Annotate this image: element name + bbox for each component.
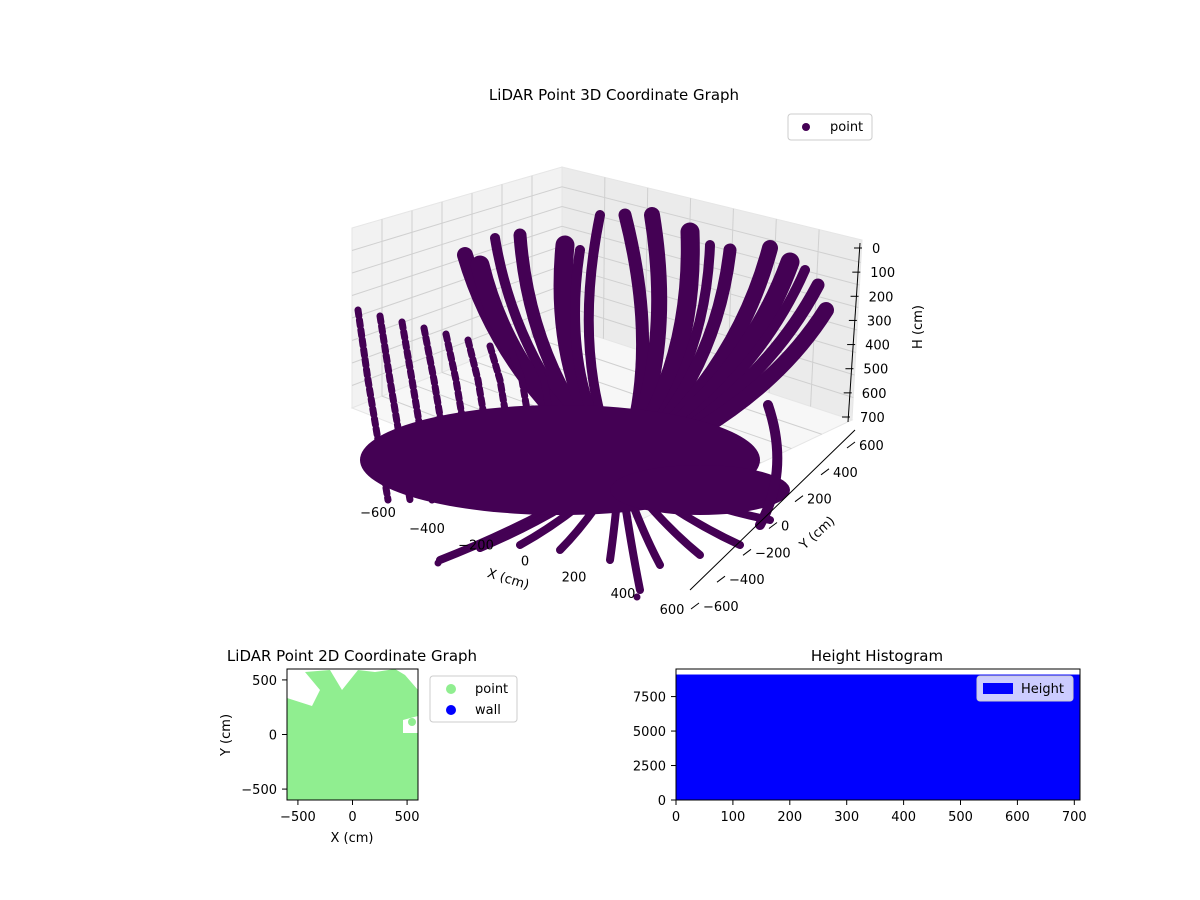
y-tick-label: 400 (833, 466, 858, 481)
ticks-3d: 01002003004005006007006004002000−200−400… (360, 242, 895, 618)
point-marker (633, 593, 641, 601)
point-arc (755, 400, 783, 530)
y-axis-label-2d: Y (cm) (219, 714, 234, 757)
histogram-y-tick-label: 0 (658, 794, 666, 809)
chart-2d: LiDAR Point 2D Coordinate Graph −500 0 500… (219, 647, 518, 846)
histogram-legend-frame (976, 675, 1074, 702)
z-tick-label: 500 (863, 363, 888, 378)
x-tick-label-2d: 500 (395, 810, 420, 825)
x-tick-label: −400 (409, 522, 445, 537)
y-tick (768, 522, 778, 529)
histogram-legend: Height (976, 675, 1074, 702)
x-tick-label: −200 (458, 538, 494, 553)
y-tick-label-2d: −500 (241, 783, 277, 798)
x-tick-label-2d: 0 (348, 810, 356, 825)
histogram-x-tick-label: 300 (834, 810, 859, 825)
histogram-title: Height Histogram (811, 647, 943, 665)
histogram-y-tick-label: 7500 (633, 691, 666, 706)
histogram-x-tick-label: 200 (777, 810, 802, 825)
legend-3d-label: point (830, 120, 863, 135)
chart-histogram: Height Histogram 0 100 200 300 400 500 600 7000… (633, 647, 1087, 825)
z-tick-label: 700 (860, 411, 885, 426)
y-tick-label: 200 (807, 493, 832, 508)
histogram-y-tick-label: 5000 (633, 725, 666, 740)
y-tick-label-2d: 0 (269, 729, 277, 744)
histogram-x-tick-label: 700 (1062, 810, 1087, 825)
x-tick-label: 400 (611, 587, 636, 602)
histogram-y-tick-label: 2500 (633, 760, 666, 775)
y-tick (716, 575, 726, 583)
x-axis-label-2d: X (cm) (331, 831, 374, 846)
legend-3d: point (787, 113, 873, 141)
x-axis-label-3d: X (cm) (485, 566, 531, 593)
histogram-x-tick-label: 100 (720, 810, 745, 825)
y-tick-label-2d: 500 (252, 674, 277, 689)
y-tick-label: −400 (729, 573, 765, 588)
legend-2d-wall-label: wall (475, 703, 501, 718)
y-tick-label: 600 (859, 439, 884, 454)
point-mass (610, 465, 790, 515)
point-cloud-3d (354, 207, 834, 601)
point-marker-2d (408, 718, 416, 726)
legend-3d-frame (787, 113, 873, 141)
chart-2d-title: LiDAR Point 2D Coordinate Graph (227, 647, 477, 665)
z-tick-label: 600 (862, 387, 887, 402)
histogram-legend-label: Height (1021, 682, 1064, 697)
legend-2d-point-marker (446, 684, 456, 694)
histogram-x-tick-label: 400 (891, 810, 916, 825)
y-axis-line (689, 429, 856, 591)
grid-line (351, 186, 861, 263)
y-tick (820, 468, 830, 476)
y-tick-label: −600 (703, 600, 739, 615)
histogram-frame (675, 668, 1081, 801)
x-tick-label: 600 (660, 603, 685, 618)
x-tick-label: 200 (562, 571, 587, 586)
y-tick-label: −200 (755, 546, 791, 561)
histogram-legend-swatch (983, 683, 1013, 694)
chart-3d-title: LiDAR Point 3D Coordinate Graph (489, 86, 739, 104)
y-tick (690, 602, 700, 610)
y-tick (846, 441, 856, 449)
legend-2d-point-label: point (475, 682, 508, 697)
x-tick-label-2d: −500 (280, 810, 316, 825)
z-tick-label: 300 (867, 314, 892, 329)
z-tick-label: 200 (869, 290, 894, 305)
histogram-ticks: 0 100 200 300 400 500 600 700 0 2500 5000 7500 (633, 691, 1087, 825)
legend-2d-wall-marker (446, 705, 456, 715)
z-axis-label-3d: H (cm) (911, 305, 926, 349)
z-tick-label: 400 (865, 339, 890, 354)
point-region-2d (287, 669, 418, 800)
histogram-x-tick-label: 0 (672, 810, 680, 825)
y-tick-label: 0 (781, 520, 789, 535)
histogram-x-tick-label: 600 (1005, 810, 1030, 825)
ticks-2d: −500 0 500 −500 0 500 (241, 674, 419, 825)
y-tick (742, 548, 752, 556)
histogram-x-tick-label: 500 (948, 810, 973, 825)
legend-2d: point wall (429, 675, 518, 723)
x-tick-label: 0 (521, 555, 529, 570)
y-axis-label-3d: Y (cm) (796, 514, 838, 554)
chart-3d: LiDAR Point 3D Coordinate Graph 0 100 200 3… (350, 86, 926, 618)
z-axis-line (847, 242, 861, 423)
point-marker (434, 559, 442, 567)
z-tick-label: 100 (870, 266, 895, 281)
legend-3d-marker (802, 123, 810, 131)
y-tick (794, 495, 804, 503)
z-tick-label: 0 (872, 242, 880, 257)
x-tick-label: −600 (360, 506, 396, 521)
